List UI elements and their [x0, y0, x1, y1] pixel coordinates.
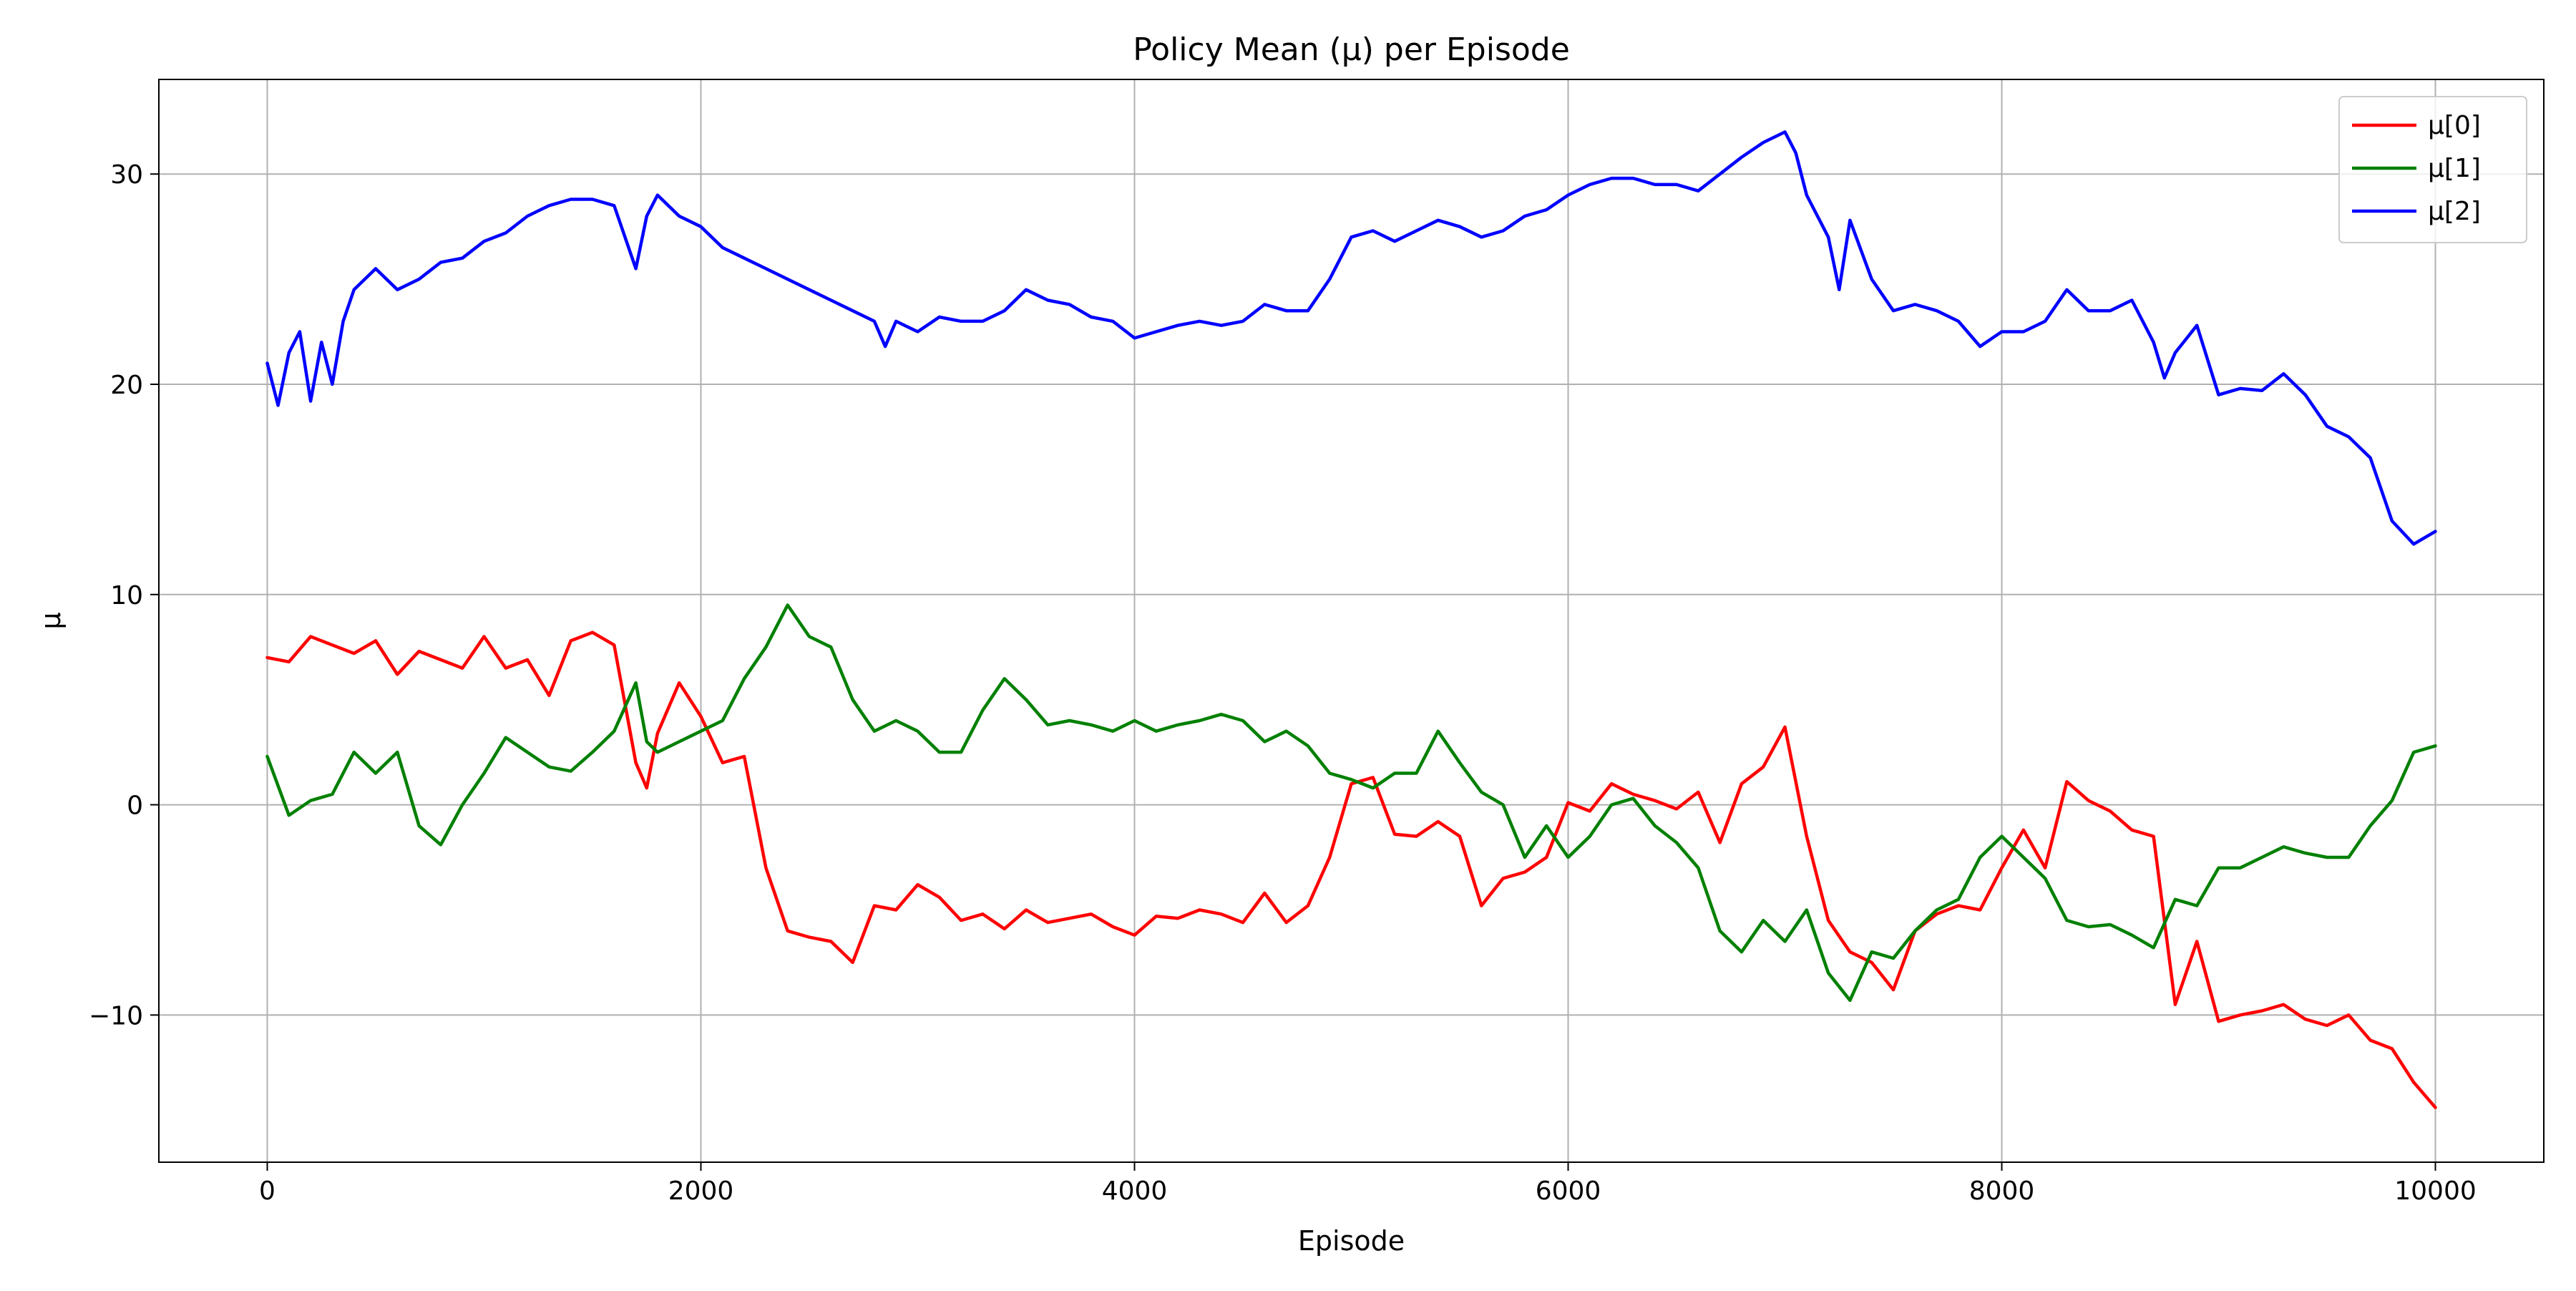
legend-label-0: μ[0]: [2428, 111, 2481, 140]
y-tick-label-2: 10: [110, 581, 143, 610]
y-tick-label-4: 30: [110, 160, 143, 190]
x-tick-label-0: 0: [259, 1176, 275, 1206]
grid: [159, 79, 2544, 1162]
x-tick-label-4: 8000: [1969, 1176, 2035, 1206]
y-tick-label-1: 0: [127, 791, 143, 821]
legend-items: μ[0] μ[1] μ[2]: [2352, 111, 2481, 226]
legend-label-1: μ[1]: [2428, 154, 2481, 183]
series-line-1: [265, 603, 2437, 1003]
legend-box: [2338, 96, 2527, 243]
x-axis-label: Episode: [1298, 1225, 1405, 1257]
x-tick-label-2: 4000: [1102, 1176, 1168, 1206]
x-tick-label-1: 2000: [668, 1176, 734, 1206]
chart-title: Policy Mean (μ) per Episode: [1133, 31, 1570, 68]
series-line-0: [265, 630, 2437, 1109]
x-tick-label-5: 10000: [2394, 1176, 2477, 1206]
y-tick-label-3: 20: [110, 371, 143, 400]
series-lines: [265, 130, 2437, 1109]
legend: μ[0] μ[1] μ[2]: [2338, 96, 2527, 243]
x-tick-label-3: 6000: [1536, 1176, 1601, 1206]
series-line-2: [265, 130, 2437, 546]
y-tick-label-0: −10: [89, 1001, 143, 1031]
legend-label-2: μ[2]: [2428, 197, 2481, 226]
y-axis-label: μ: [35, 612, 67, 629]
plot-frame: [158, 79, 2545, 1163]
ticks: 0 2000 4000 6000 8000 10000 −10 0 10 20 30: [89, 160, 2477, 1206]
